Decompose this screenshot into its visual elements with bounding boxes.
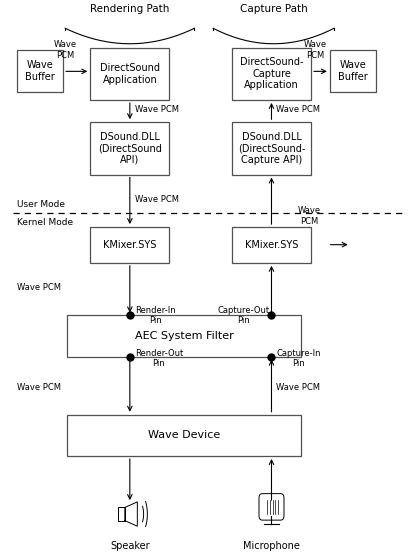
Text: Speaker: Speaker — [110, 541, 150, 551]
FancyBboxPatch shape — [259, 494, 284, 520]
Text: Wave PCM: Wave PCM — [18, 283, 61, 292]
Text: Wave PCM: Wave PCM — [276, 383, 321, 392]
Text: Wave PCM: Wave PCM — [135, 105, 179, 114]
FancyBboxPatch shape — [232, 48, 311, 100]
FancyBboxPatch shape — [90, 227, 169, 263]
Polygon shape — [125, 502, 138, 526]
Text: DSound.DLL
(DirectSound
API): DSound.DLL (DirectSound API) — [98, 132, 162, 165]
Text: Kernel Mode: Kernel Mode — [18, 218, 74, 227]
Text: KMixer.SYS: KMixer.SYS — [245, 240, 298, 250]
Text: User Mode: User Mode — [18, 200, 65, 209]
Text: Wave PCM: Wave PCM — [276, 105, 321, 114]
Text: Wave
Buffer: Wave Buffer — [338, 60, 367, 82]
Text: Wave PCM: Wave PCM — [135, 195, 179, 204]
Text: AEC System Filter: AEC System Filter — [135, 331, 233, 341]
Text: KMixer.SYS: KMixer.SYS — [103, 240, 156, 250]
Text: Render-Out
Pin: Render-Out Pin — [135, 348, 183, 368]
Text: Wave PCM: Wave PCM — [18, 383, 61, 392]
FancyBboxPatch shape — [90, 122, 169, 175]
Text: Wave
PCM: Wave PCM — [54, 40, 77, 60]
FancyBboxPatch shape — [232, 122, 311, 175]
Polygon shape — [118, 507, 125, 521]
Text: Wave
PCM: Wave PCM — [298, 206, 321, 225]
FancyBboxPatch shape — [232, 227, 311, 263]
Text: Render-In
Pin: Render-In Pin — [135, 306, 176, 325]
Text: DSound.DLL
(DirectSound-
Capture API): DSound.DLL (DirectSound- Capture API) — [238, 132, 305, 165]
Text: Rendering Path: Rendering Path — [90, 4, 170, 14]
Text: Microphone: Microphone — [243, 541, 300, 551]
Text: Capture Path: Capture Path — [240, 4, 308, 14]
FancyBboxPatch shape — [67, 315, 301, 357]
Text: DirectSound-
Capture
Application: DirectSound- Capture Application — [240, 57, 303, 90]
Text: Wave Device: Wave Device — [148, 430, 220, 440]
Text: Capture-In
Pin: Capture-In Pin — [276, 348, 321, 368]
Text: Wave
Buffer: Wave Buffer — [25, 60, 55, 82]
FancyBboxPatch shape — [90, 48, 169, 100]
FancyBboxPatch shape — [18, 50, 63, 92]
Text: Wave
PCM: Wave PCM — [303, 40, 327, 60]
FancyBboxPatch shape — [330, 50, 376, 92]
Text: DirectSound
Application: DirectSound Application — [100, 63, 160, 85]
Text: Capture-Out
Pin: Capture-Out Pin — [217, 306, 270, 325]
FancyBboxPatch shape — [67, 415, 301, 456]
